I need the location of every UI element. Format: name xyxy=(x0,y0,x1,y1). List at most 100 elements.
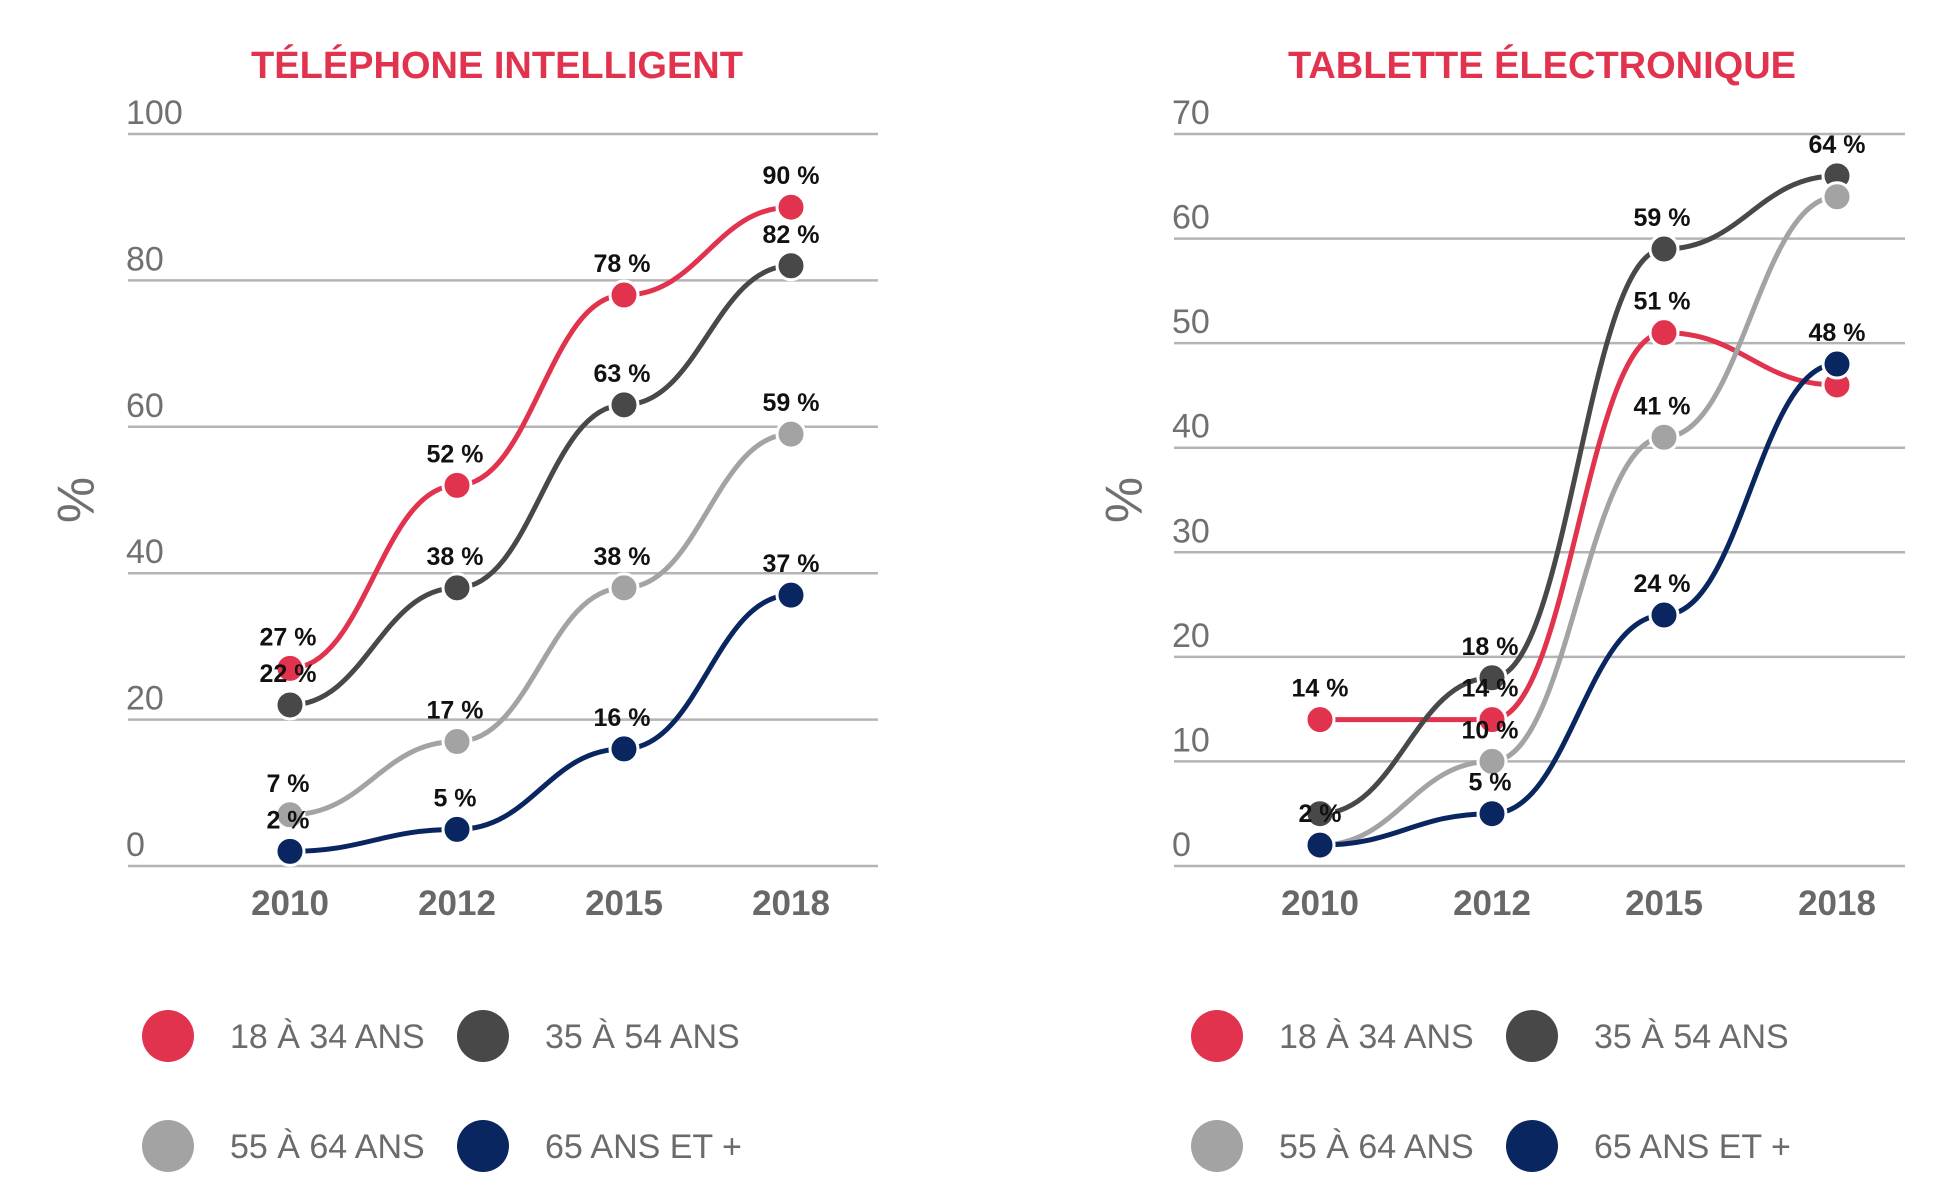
data-label: 63 % xyxy=(594,360,651,388)
data-label: 2 % xyxy=(1298,800,1341,828)
data-point xyxy=(1304,704,1336,736)
y-tick-label: 10 xyxy=(1172,721,1210,759)
legend-label: 35 À 54 ANS xyxy=(1594,1018,1789,1056)
data-point xyxy=(1821,348,1853,380)
data-label: 10 % xyxy=(1462,716,1519,744)
legend-label: 65 ANS ET + xyxy=(1594,1128,1791,1166)
data-point xyxy=(441,469,473,501)
y-tick-label: 50 xyxy=(1172,303,1210,341)
data-label: 27 % xyxy=(260,623,317,651)
y-tick-label: 30 xyxy=(1172,512,1210,550)
series-line-3 xyxy=(287,431,794,818)
legend-swatch xyxy=(457,1120,509,1172)
data-point xyxy=(1476,662,1508,694)
data-point xyxy=(775,250,807,282)
chart-title: TÉLÉPHONE INTELLIGENT xyxy=(251,43,743,87)
data-label: 22 % xyxy=(260,660,317,688)
x-tick-label: 2010 xyxy=(1281,884,1359,923)
data-label: 90 % xyxy=(763,162,820,190)
y-tick-label: 70 xyxy=(1172,94,1210,132)
series-line-4 xyxy=(1317,361,1840,848)
data-point xyxy=(1476,798,1508,830)
series-line-2 xyxy=(287,263,794,708)
data-point xyxy=(441,572,473,604)
data-point xyxy=(1304,798,1336,830)
y-tick-label: 40 xyxy=(126,533,164,571)
data-label: 24 % xyxy=(1634,570,1691,598)
legend-swatch xyxy=(142,1010,194,1062)
legend-label: 35 À 54 ANS xyxy=(545,1018,740,1056)
y-axis-label: % xyxy=(1096,477,1154,523)
y-tick-label: 0 xyxy=(1172,826,1191,864)
data-point xyxy=(775,191,807,223)
legend-label: 18 À 34 ANS xyxy=(230,1018,425,1056)
y-tick-label: 80 xyxy=(126,240,164,278)
data-point xyxy=(274,835,306,867)
chart-title: TABLETTE ÉLECTRONIQUE xyxy=(1288,43,1796,87)
data-point xyxy=(441,813,473,845)
y-tick-label: 20 xyxy=(1172,617,1210,655)
legend-swatch xyxy=(1506,1010,1558,1062)
legend-label: 18 À 34 ANS xyxy=(1279,1018,1474,1056)
legend-label: 55 À 64 ANS xyxy=(1279,1128,1474,1166)
y-tick-label: 0 xyxy=(126,826,145,864)
data-label: 41 % xyxy=(1634,392,1691,420)
y-tick-label: 40 xyxy=(1172,408,1210,446)
data-point xyxy=(1648,599,1680,631)
data-label: 38 % xyxy=(594,543,651,571)
data-label: 14 % xyxy=(1462,675,1519,703)
series-line-2 xyxy=(1317,173,1840,817)
y-tick-label: 100 xyxy=(126,94,183,132)
data-label: 18 % xyxy=(1462,633,1519,661)
data-point xyxy=(1476,704,1508,736)
data-label: 38 % xyxy=(427,543,484,571)
data-point xyxy=(1648,233,1680,265)
data-point xyxy=(608,572,640,604)
data-label: 37 % xyxy=(763,550,820,578)
data-label: 59 % xyxy=(763,389,820,417)
x-tick-label: 2010 xyxy=(251,884,329,923)
y-tick-label: 60 xyxy=(126,387,164,425)
y-tick-label: 60 xyxy=(1172,199,1210,237)
data-label: 78 % xyxy=(594,250,651,278)
data-point xyxy=(441,726,473,758)
data-label: 82 % xyxy=(763,221,820,249)
x-tick-label: 2015 xyxy=(585,884,663,923)
x-tick-label: 2012 xyxy=(418,884,496,923)
series-line-3 xyxy=(1317,194,1840,848)
data-point xyxy=(775,579,807,611)
x-tick-label: 2015 xyxy=(1625,884,1703,923)
data-point xyxy=(274,652,306,684)
data-point xyxy=(1476,745,1508,777)
data-label: 7 % xyxy=(266,770,309,798)
data-point xyxy=(608,389,640,421)
data-point xyxy=(608,279,640,311)
data-label: 64 % xyxy=(1809,131,1866,159)
data-label: 14 % xyxy=(1292,675,1349,703)
legend-swatch xyxy=(457,1010,509,1062)
data-label: 16 % xyxy=(594,704,651,732)
data-point xyxy=(1648,317,1680,349)
x-tick-label: 2018 xyxy=(752,884,830,923)
y-axis-label: % xyxy=(48,477,106,523)
data-label: 52 % xyxy=(427,440,484,468)
data-point xyxy=(274,799,306,831)
data-point xyxy=(1648,421,1680,453)
data-label: 2 % xyxy=(266,806,309,834)
data-point xyxy=(1821,181,1853,213)
series-line-1 xyxy=(287,204,794,671)
x-tick-label: 2012 xyxy=(1453,884,1531,923)
legend-label: 55 À 64 ANS xyxy=(230,1128,425,1166)
legend-swatch xyxy=(1191,1120,1243,1172)
chart-telephone-intelligent: TÉLÉPHONE INTELLIGENT% 0 20 40 60 80 100 2010 20… xyxy=(48,43,878,1172)
data-point xyxy=(1304,829,1336,861)
data-point xyxy=(608,733,640,765)
legend-swatch xyxy=(1506,1120,1558,1172)
data-label: 59 % xyxy=(1634,204,1691,232)
legend-swatch xyxy=(142,1120,194,1172)
y-tick-label: 20 xyxy=(126,680,164,718)
data-point xyxy=(274,689,306,721)
data-label: 48 % xyxy=(1809,319,1866,347)
